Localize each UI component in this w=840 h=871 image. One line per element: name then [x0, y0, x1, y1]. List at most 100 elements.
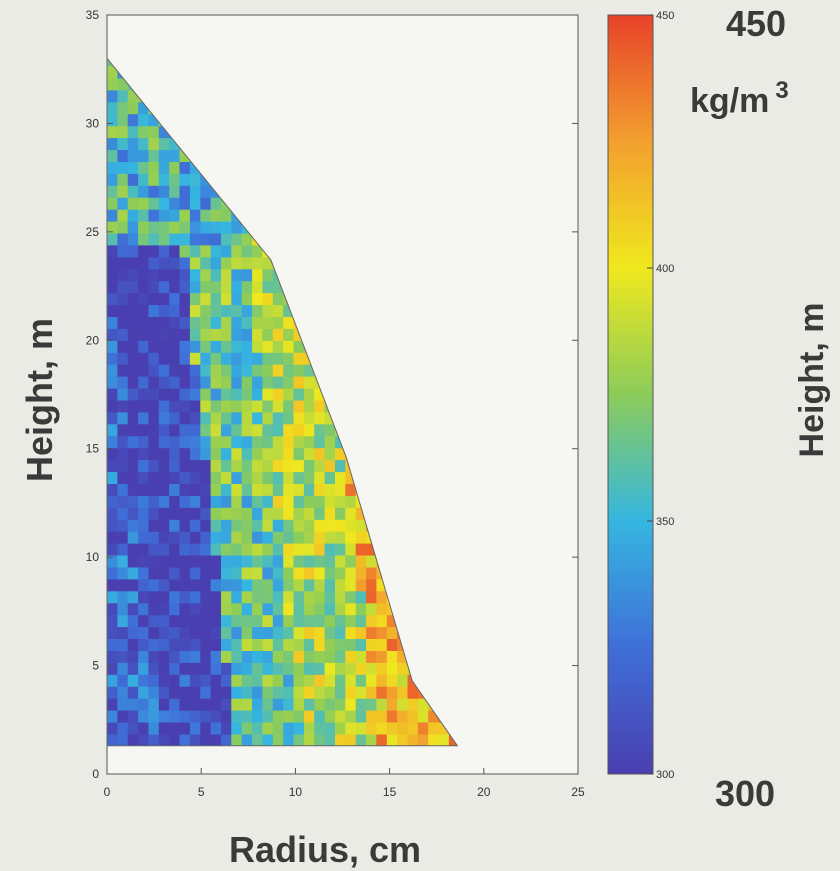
heatmap-cell [210, 268, 222, 282]
heatmap-cell [148, 531, 160, 544]
heatmap-cell [407, 722, 419, 735]
x-tick-label: 25 [571, 785, 585, 799]
heatmap-cell [366, 578, 378, 592]
heatmap-cell [272, 543, 284, 556]
heatmap-cell [138, 614, 150, 628]
heatmap-cell [303, 626, 315, 639]
heatmap-cell [189, 352, 201, 365]
heatmap-cell [189, 650, 201, 663]
heatmap-cell [107, 578, 118, 592]
heatmap-cell [107, 566, 118, 580]
heatmap-cell [107, 686, 118, 699]
heatmap-cell [189, 209, 201, 222]
heatmap-cell [138, 137, 150, 150]
heatmap-cell [366, 566, 378, 580]
heatmap-cell [221, 674, 232, 687]
heatmap-cell [335, 638, 346, 651]
heatmap-cell [138, 173, 150, 186]
heatmap-cell [158, 352, 170, 365]
heatmap-cell [272, 710, 284, 723]
heatmap-cell [158, 185, 170, 198]
heatmap-cell [366, 722, 378, 735]
heatmap-cell [148, 519, 160, 532]
heatmap-cell [231, 423, 243, 437]
heatmap-cell [138, 328, 150, 341]
heatmap-cell [127, 555, 139, 568]
heatmap-cell [107, 89, 118, 103]
heatmap-cell [200, 686, 212, 699]
heatmap-cell [200, 722, 212, 735]
heatmap-cell [210, 626, 222, 639]
heatmap-cell [293, 411, 305, 425]
heatmap-cell [169, 722, 181, 735]
heatmap-cell [221, 256, 232, 270]
heatmap-cell [117, 566, 129, 580]
heatmap-cell [169, 316, 181, 329]
heatmap-cell [200, 304, 212, 317]
heatmap-cell [262, 399, 274, 413]
heatmap-cell [293, 638, 305, 651]
heatmap-cell [158, 137, 170, 150]
heatmap-cell [231, 316, 243, 329]
heatmap-cell [272, 626, 284, 639]
heatmap-cell [324, 626, 336, 639]
heatmap-cell [107, 137, 118, 150]
heatmap-cell [158, 495, 170, 508]
heatmap-cell [117, 650, 129, 663]
heatmap-cell [127, 495, 139, 508]
heatmap-cell [179, 340, 191, 353]
heatmap-cell [221, 614, 232, 628]
heatmap-cell [117, 280, 129, 294]
heatmap-cell [148, 376, 160, 389]
heatmap-cell [200, 364, 212, 377]
heatmap-cell [262, 459, 274, 473]
heatmap-cell [283, 471, 295, 484]
heatmap-cell [148, 710, 160, 723]
heatmap-cell [117, 495, 129, 508]
heatmap-cell [179, 185, 191, 198]
heatmap-cell [179, 674, 191, 687]
heatmap-cell [231, 447, 243, 461]
heatmap-cell [107, 650, 118, 663]
heatmap-cell [200, 399, 212, 413]
heatmap-cell [107, 733, 118, 746]
heatmap-cell [117, 459, 129, 473]
heatmap-cell [272, 459, 284, 473]
y-axis-label: Height, m [19, 318, 60, 482]
heatmap-cell [252, 280, 264, 294]
heatmap-cell [262, 280, 274, 294]
heatmap-cell [386, 674, 398, 687]
heatmap-cell [283, 316, 295, 329]
heatmap-cell [127, 232, 139, 246]
heatmap-cell [179, 531, 191, 544]
heatmap-cell [117, 435, 129, 449]
heatmap-cell [107, 447, 118, 461]
heatmap-cell [117, 626, 129, 639]
heatmap-cell [117, 149, 129, 162]
heatmap-cell [117, 364, 129, 377]
heatmap-cell [262, 674, 274, 687]
heatmap-cell [355, 543, 367, 556]
heatmap-cell [303, 590, 315, 604]
heatmap-cell [169, 185, 181, 198]
heatmap-cell [241, 340, 253, 353]
heatmap-cell [148, 197, 160, 210]
heatmap-cell [107, 77, 118, 91]
heatmap-cell [107, 614, 118, 628]
heatmap-cell [200, 555, 212, 568]
heatmap-cell [158, 197, 170, 210]
heatmap-cell [303, 447, 315, 461]
heatmap-cell [169, 221, 181, 234]
heatmap-cell [221, 411, 232, 425]
heatmap-cell [283, 602, 295, 616]
heatmap-cell [355, 614, 367, 628]
heatmap-cell [283, 710, 295, 723]
heatmap-cell [169, 471, 181, 484]
heatmap-cell [303, 686, 315, 699]
heatmap-cell [314, 495, 326, 508]
heatmap-cell [148, 578, 160, 592]
heatmap-cell [221, 626, 232, 639]
heatmap-cell [262, 686, 274, 699]
heatmap-cell [314, 650, 326, 663]
heatmap-cell [417, 710, 429, 723]
